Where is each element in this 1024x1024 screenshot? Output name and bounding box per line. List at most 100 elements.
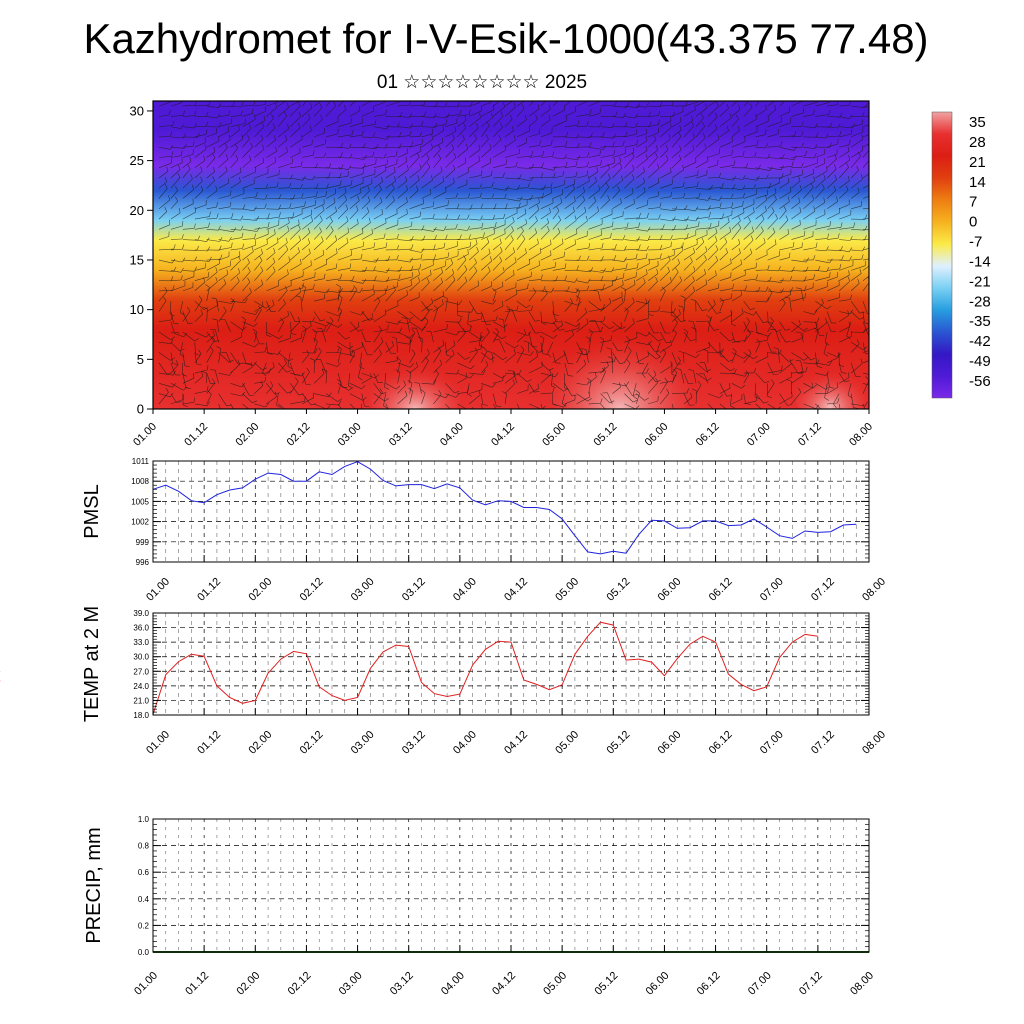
- wind-barb-flag: [719, 202, 722, 208]
- wind-barb-flag: [363, 142, 366, 148]
- wind-barb: [731, 398, 743, 405]
- wind-barb: [624, 203, 635, 210]
- wind-barb-flag: [364, 405, 370, 408]
- wind-barb-flag: [209, 256, 212, 262]
- wind-barb-flag: [502, 300, 504, 307]
- wind-barb: [540, 293, 548, 302]
- wind-barb-flag: [344, 195, 347, 201]
- wind-barb: [290, 205, 305, 210]
- wind-barb: [743, 131, 758, 138]
- x-tick-label: 07.12: [809, 729, 837, 757]
- wind-barb-flag: [431, 298, 433, 304]
- wind-barb: [791, 259, 807, 263]
- wind-barb: [800, 360, 804, 374]
- wind-barb-flag: [656, 163, 660, 169]
- wind-barb: [206, 140, 220, 148]
- wind-barb: [767, 370, 782, 374]
- wind-barb: [278, 403, 285, 409]
- wind-barb: [397, 213, 408, 220]
- wind-barb-flag: [319, 227, 322, 232]
- wind-barb-flag: [578, 323, 580, 329]
- wind-barb-flag: [567, 286, 570, 292]
- wind-barb: [325, 167, 341, 170]
- wind-barb-flag: [603, 316, 606, 322]
- wind-barb: [349, 326, 360, 333]
- wind-barb-flag: [600, 326, 603, 332]
- wind-barb-flag: [162, 296, 167, 301]
- wind-barb-flag: [682, 242, 684, 248]
- wind-barb-flag: [212, 166, 215, 172]
- wind-barb-flag: [768, 288, 773, 293]
- wind-barb-flag: [405, 390, 408, 396]
- wind-barb-flag: [483, 347, 488, 352]
- wind-barb: [218, 310, 227, 322]
- wind-barb-flag: [771, 206, 775, 212]
- wind-barb: [170, 146, 185, 149]
- wind-barb-flag: [322, 249, 324, 255]
- wind-barb-flag: [361, 385, 366, 390]
- wind-barb-flag: [607, 163, 611, 169]
- wind-barb: [445, 182, 455, 189]
- wind-barb: [158, 331, 171, 340]
- wind-barb-flag: [787, 177, 790, 183]
- wind-barb-flag: [817, 265, 821, 271]
- wind-barb-flag: [291, 333, 297, 336]
- warm-anomaly: [795, 365, 865, 409]
- wind-barb: [731, 243, 740, 251]
- wind-barb-flag: [419, 211, 421, 217]
- wind-barb-flag: [356, 218, 359, 224]
- wind-barb: [636, 393, 640, 404]
- wind-barb-flag: [675, 267, 679, 273]
- wind-barb: [719, 214, 732, 220]
- wind-barb: [839, 159, 850, 168]
- wind-barb-flag: [563, 403, 567, 408]
- wind-barb: [182, 259, 195, 262]
- wind-barb: [528, 342, 530, 353]
- y-tick-label: 1011: [132, 457, 150, 466]
- wind-barb-flag: [602, 267, 606, 273]
- wind-barb: [564, 334, 574, 343]
- wind-barb: [743, 188, 754, 190]
- wind-barb: [731, 212, 745, 220]
- wind-barb-flag: [690, 392, 693, 398]
- wind-barb-flag: [325, 191, 327, 197]
- wind-barb-flag: [337, 345, 342, 350]
- wind-barb-flag: [431, 175, 433, 181]
- wind-barb-flag: [417, 276, 421, 282]
- wind-barb: [540, 266, 556, 271]
- wind-barb-flag: [194, 266, 197, 272]
- wind-barb: [600, 393, 610, 404]
- wind-barb: [397, 226, 412, 230]
- wind-barb: [731, 177, 743, 180]
- wind-barb: [660, 380, 674, 384]
- wind-barb-flag: [825, 410, 830, 412]
- wind-barb: [373, 329, 388, 333]
- wind-barb-flag: [240, 215, 244, 221]
- wind-barb-flag: [788, 359, 794, 362]
- wind-barb: [504, 393, 507, 404]
- wind-barb-flag: [734, 368, 737, 374]
- wind-barb-flag: [478, 155, 481, 161]
- wind-barb-flag: [475, 238, 478, 244]
- wind-barb: [767, 321, 778, 332]
- wind-barb-flag: [272, 123, 276, 128]
- wind-barb: [838, 189, 849, 199]
- wind-barb: [839, 105, 850, 107]
- wind-barb: [612, 342, 619, 351]
- wind-barb: [528, 265, 540, 271]
- wind-barb-flag: [702, 133, 706, 138]
- wind-barb: [421, 133, 433, 138]
- wind-barb-flag: [351, 129, 354, 135]
- wind-barb-flag: [165, 387, 169, 393]
- wind-barb-flag: [258, 305, 262, 310]
- wind-barb-flag: [742, 200, 744, 206]
- wind-barb-flag: [745, 370, 750, 375]
- wind-barb-flag: [826, 166, 828, 172]
- wind-barb: [707, 304, 716, 312]
- wind-barb: [385, 163, 397, 168]
- wind-barb: [409, 143, 423, 148]
- y-tick-label: 0.0: [138, 948, 150, 957]
- y-tick-label: 33.0: [133, 638, 149, 647]
- data-point: [242, 487, 243, 489]
